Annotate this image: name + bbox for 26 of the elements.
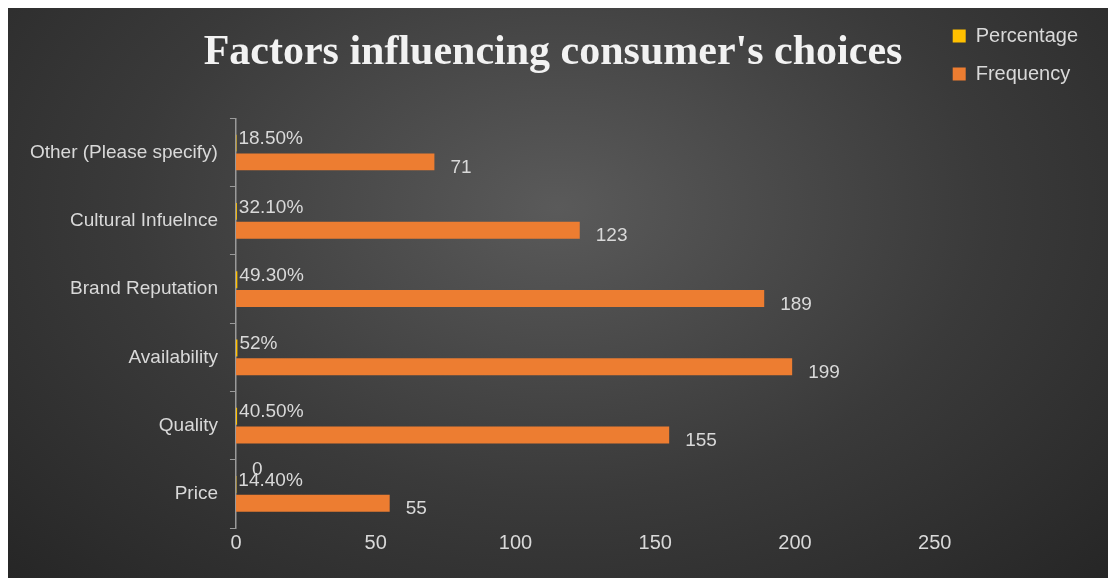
- x-tick-label: 200: [778, 530, 812, 553]
- y-tick-label: Other (Please specify): [29, 140, 218, 162]
- data-label: 71: [450, 156, 472, 178]
- y-tick-label: Price: [174, 482, 218, 504]
- data-label: 55: [405, 497, 427, 519]
- x-tick-label: 50: [364, 530, 387, 553]
- x-tick-label: 150: [638, 530, 672, 553]
- data-label: 199: [808, 360, 840, 382]
- data-label: 155: [685, 429, 717, 451]
- data-label: 40.50%: [239, 400, 304, 422]
- data-label: 123: [595, 224, 628, 246]
- data-label: 18.50%: [238, 127, 304, 149]
- y-tick-label: Availability: [128, 345, 219, 367]
- data-label: 32.10%: [238, 195, 304, 217]
- x-tick-label: 250: [918, 530, 952, 553]
- y-tick-label: Cultural Infuelnce: [70, 209, 218, 231]
- data-label: 49.30%: [239, 263, 304, 285]
- data-label: 52%: [239, 332, 278, 354]
- y-tick-label: Brand Reputation: [70, 277, 218, 299]
- x-tick-label: 100: [498, 530, 533, 553]
- legend-label: Percentage: [975, 23, 1078, 46]
- y-tick-label: Quality: [158, 413, 219, 435]
- data-label: 189: [780, 292, 812, 314]
- legend-label: Frequency: [975, 61, 1071, 84]
- x-tick-label: 0: [230, 530, 242, 553]
- chart-title: Factors influencing consumer's choices: [203, 27, 903, 74]
